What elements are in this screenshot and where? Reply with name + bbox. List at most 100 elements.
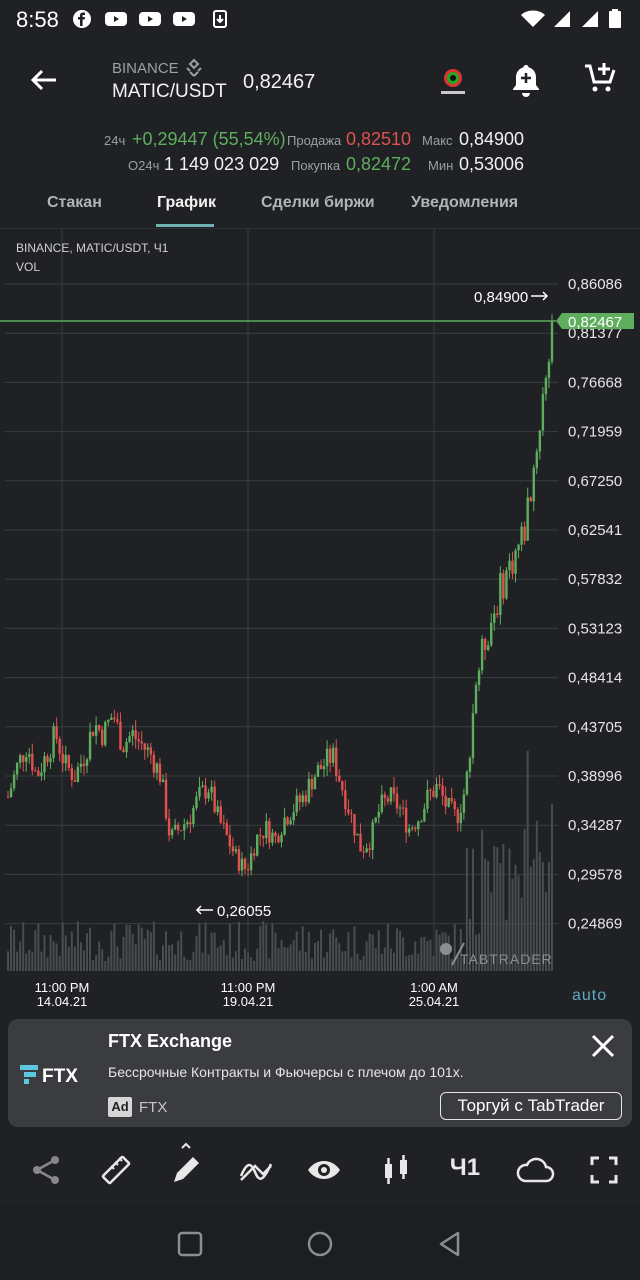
- ad-cta-button[interactable]: Торгуй с TabTrader: [440, 1092, 622, 1120]
- fullscreen-icon[interactable]: [586, 1152, 622, 1188]
- candle-body: [401, 807, 405, 809]
- volume-bar: [207, 954, 210, 971]
- candle-body: [450, 797, 453, 802]
- volume-bar: [344, 951, 347, 971]
- candle-body: [88, 731, 92, 760]
- candle-body: [541, 394, 545, 431]
- volume-bar: [49, 935, 52, 971]
- candle-body: [259, 834, 262, 836]
- tab-chart[interactable]: График: [157, 194, 216, 211]
- volume-bar: [262, 921, 265, 971]
- volume-bar: [216, 947, 219, 971]
- candle-body: [265, 821, 268, 839]
- candle-body: [119, 721, 122, 750]
- candle-body: [335, 747, 338, 776]
- system-nav-bar: [0, 1206, 640, 1280]
- add-alert-icon[interactable]: [508, 62, 544, 98]
- volume-value: 1 149 023 029: [164, 154, 280, 174]
- price-chart[interactable]: BINANCE, MATIC/USDT, Ч1 VOL 0,86086 0,813…: [0, 229, 640, 1019]
- volume-bar: [399, 930, 402, 971]
- add-to-portfolio-icon[interactable]: [582, 60, 618, 96]
- volume-bar: [429, 939, 432, 971]
- candle-body: [526, 497, 529, 541]
- candle-body: [374, 817, 377, 823]
- volume-bar: [298, 950, 301, 971]
- candle-body: [186, 822, 189, 825]
- auto-scale-button[interactable]: auto: [572, 987, 607, 1004]
- eye-icon[interactable]: [306, 1152, 342, 1188]
- candle-body: [271, 832, 274, 843]
- trading-pair[interactable]: MATIC/USDT: [112, 81, 227, 102]
- max-label: Макс: [422, 133, 453, 148]
- indicators-icon[interactable]: [238, 1152, 274, 1188]
- chart-title: BINANCE, MATIC/USDT, Ч1: [16, 241, 169, 255]
- candle-body: [6, 796, 10, 798]
- candle-body: [392, 787, 396, 794]
- candle-body: [256, 834, 259, 856]
- exchange-status-icon[interactable]: [436, 64, 470, 100]
- volume-bar: [107, 956, 110, 971]
- volume-bar: [505, 919, 508, 971]
- candle-body: [322, 766, 326, 770]
- candle-body: [262, 835, 265, 839]
- candle-body: [76, 766, 80, 782]
- cloud-icon[interactable]: [514, 1152, 556, 1188]
- tab-alerts[interactable]: Уведомления: [411, 194, 519, 211]
- volume-bar: [237, 921, 240, 971]
- candle-body: [292, 812, 295, 821]
- candle-body: [94, 725, 98, 736]
- y-tick-label: 0,81377: [568, 325, 622, 342]
- youtube-icon: [173, 12, 195, 26]
- candlestick-type-icon[interactable]: [378, 1152, 414, 1188]
- volume-bar: [341, 951, 344, 971]
- recents-icon[interactable]: [176, 1230, 204, 1258]
- volume-bar: [140, 927, 143, 971]
- volume-bar: [544, 892, 547, 971]
- sell-value: 0,82510: [346, 129, 412, 149]
- candle-body: [307, 778, 311, 803]
- candle-body: [216, 806, 219, 813]
- buy-label: Покупка: [291, 158, 341, 173]
- volume-bar: [64, 935, 67, 971]
- volume-bar: [295, 931, 298, 971]
- volume-bar: [456, 955, 459, 971]
- volume-bar: [380, 953, 383, 971]
- draw-pencil-icon[interactable]: [168, 1142, 204, 1188]
- back-icon[interactable]: [436, 1230, 464, 1258]
- candle-body: [228, 834, 232, 847]
- active-tab-indicator: [156, 224, 214, 227]
- tab-order-book[interactable]: Стакан: [47, 194, 102, 211]
- candle-body: [414, 827, 417, 830]
- volume-bar: [125, 924, 128, 971]
- volume-bar: [143, 938, 146, 971]
- max-value: 0,84900: [459, 129, 525, 149]
- ruler-icon[interactable]: [98, 1152, 134, 1188]
- volume-bar: [377, 930, 380, 971]
- y-tick-label: 0,71959: [568, 424, 622, 441]
- candle-body: [192, 808, 195, 825]
- volume-bar: [195, 935, 198, 971]
- ad-banner[interactable]: FTX FTX Exchange Бессрочные Контракты и …: [8, 1019, 632, 1127]
- back-arrow-icon[interactable]: [28, 64, 60, 96]
- timeframe-button[interactable]: Ч1: [449, 1154, 481, 1181]
- candle-body: [535, 451, 539, 468]
- volume-bar: [213, 932, 216, 971]
- volume-bar: [547, 862, 550, 971]
- volume-bar: [28, 949, 31, 971]
- close-icon[interactable]: [590, 1033, 616, 1059]
- candle-body: [43, 756, 46, 773]
- volume-bar: [478, 933, 481, 971]
- candle-body: [298, 795, 301, 803]
- candle-body: [73, 780, 77, 782]
- current-price-label: 0,82467: [568, 314, 622, 331]
- min-label: Мин: [428, 158, 454, 173]
- candle-body: [407, 828, 411, 833]
- candle-body: [198, 786, 201, 797]
- share-icon[interactable]: [28, 1152, 64, 1188]
- candle-body: [447, 797, 450, 807]
- tab-trades[interactable]: Сделки биржи: [261, 194, 375, 211]
- volume-bar: [271, 923, 274, 971]
- volume-bar: [116, 946, 119, 971]
- candle-body: [167, 818, 171, 836]
- home-icon[interactable]: [306, 1230, 334, 1258]
